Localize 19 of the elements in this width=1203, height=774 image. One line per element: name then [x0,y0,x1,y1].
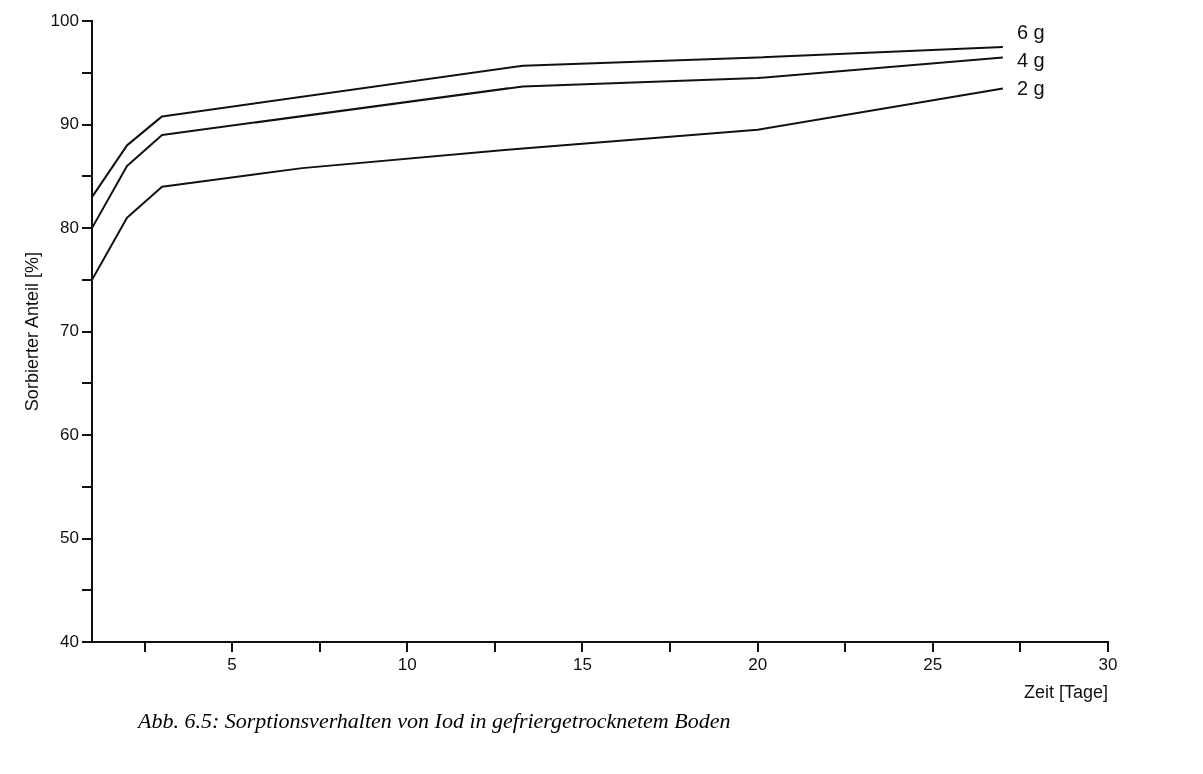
y-tick-label: 60 [60,424,79,444]
x-tick-label: 15 [573,654,592,674]
x-axis-title: Zeit [Tage] [1023,682,1108,703]
y-tick-label: 50 [60,528,79,548]
series-label: 4 g [1016,48,1045,71]
x-tick-label: 20 [748,654,768,674]
x-tick-label: 25 [923,654,943,674]
y-tick-label: 80 [60,217,79,237]
series-label: 6 g [1016,20,1045,43]
caption: Abb. 6.5: Sorptionsverhalten von Iod in gefriergetrocknetem Boden [138,708,732,734]
y-axis-title: Sorbierter Anteil [%] [21,252,42,412]
y-tick-label: 70 [60,321,79,341]
x-tick-label: 10 [397,654,417,674]
x-tick-label: 5 [227,654,237,674]
y-tick-label: 100 [50,10,79,30]
x-tick-label: 30 [1098,654,1118,674]
series-label: 2 g [1016,76,1045,99]
y-tick-label: 90 [60,114,79,134]
y-tick-label: 40 [60,631,79,651]
